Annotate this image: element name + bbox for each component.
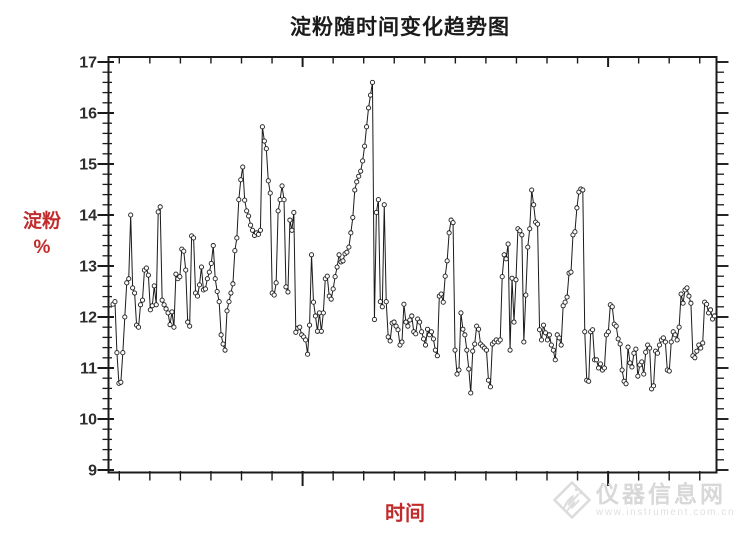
y-tick-label: 12 [79,310,97,327]
y-axis-title: 淀粉 % [14,209,70,261]
y-tick-label: 10 [79,412,97,429]
watermark-texts: 仪器信息网 www.instrument.com.cn [596,480,736,518]
y-tick-label: 14 [79,208,97,225]
y-axis-ticks [97,61,729,471]
x-axis-ticks [118,57,701,486]
watermark-url: www.instrument.com.cn [596,506,736,518]
y-axis-title-text: 淀粉 [22,211,61,232]
y-tick-label: 15 [79,157,97,174]
series-line [112,82,715,394]
x-axis-title: 时间 [385,503,425,525]
series-markers [110,79,718,396]
watermark-name: 仪器信息网 [596,480,726,507]
y-tick-label: 13 [79,259,97,276]
chart-title: 淀粉随时间变化趋势图 [290,16,510,39]
y-tick-label: 16 [79,106,97,123]
watermark: 仪器信息网 www.instrument.com.cn [551,480,735,520]
y-axis-unit: % [33,237,51,258]
y-tick-label: 17 [79,55,97,72]
plot-frame [107,56,718,474]
y-axis-tick-labels: 9 10 11 12 13 14 15 16 17 [79,55,97,480]
watermark-logo-icon [553,481,591,519]
y-tick-label: 9 [88,463,97,480]
y-tick-label: 11 [80,361,97,378]
